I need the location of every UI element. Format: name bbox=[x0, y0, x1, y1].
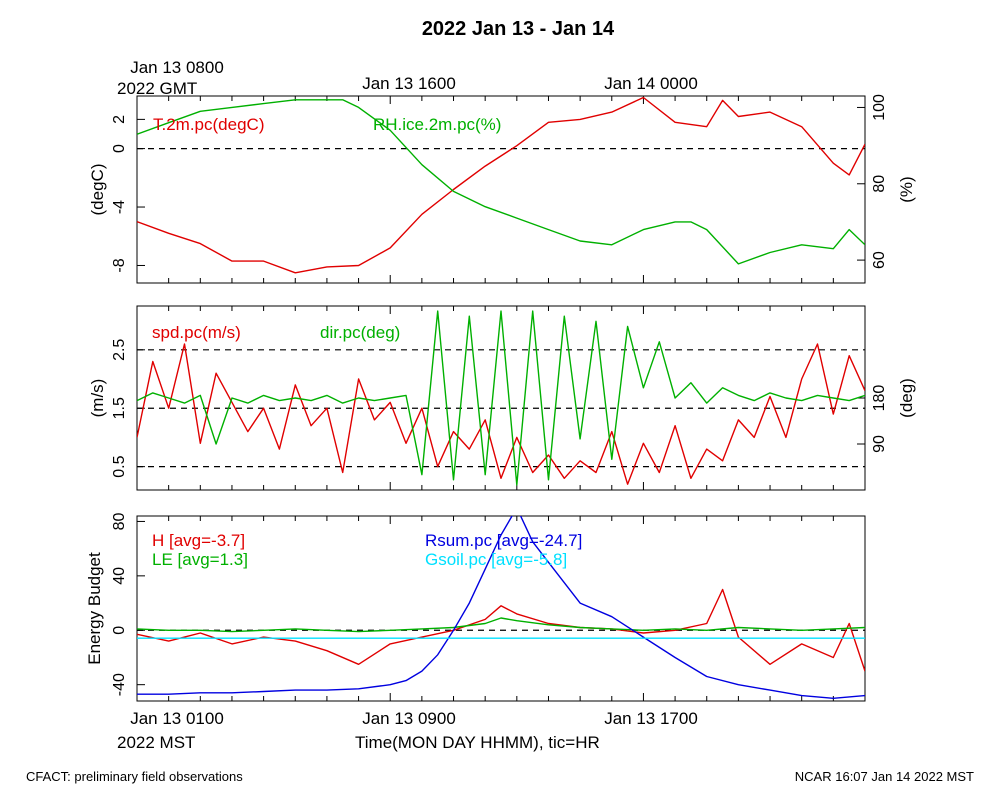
y-tick-label-left: 1.5 bbox=[111, 397, 128, 419]
y-tick-label-left: 0 bbox=[111, 144, 128, 153]
wind-panel: 2.5 1.5 0.5 (m/s) 180 90 (deg) spd.pc(m/s) dir.p… bbox=[88, 305, 916, 491]
legend-dir-pc-deg: dir.pc(deg) bbox=[320, 323, 400, 342]
y-axis-title-right: (%) bbox=[897, 176, 916, 202]
temperature-humidity-panel: 2 0 -4 -8 (degC) 100 80 60 (%) T.2m.pc(degC) RH.ic… bbox=[88, 94, 916, 284]
chart-title: 2022 Jan 13 - Jan 14 bbox=[422, 18, 615, 40]
legend-h-avg-3-7: H [avg=-3.7] bbox=[152, 531, 245, 550]
y-tick-label-left: -8 bbox=[111, 258, 128, 272]
top-axis-label-2: Jan 13 1600 bbox=[362, 74, 456, 93]
series-line-rsum-pc-avg-24-7 bbox=[137, 516, 865, 699]
top-axis-sublabel: 2022 GMT bbox=[117, 79, 197, 98]
series-line-t-2m-pc-degc bbox=[137, 96, 865, 274]
series-line-rh-ice-2m-pc bbox=[137, 99, 865, 265]
y-tick-label-left: -4 bbox=[111, 200, 128, 214]
legend-spd-pc-m-s: spd.pc(m/s) bbox=[152, 323, 241, 342]
y-tick-label-right: 80 bbox=[871, 175, 888, 193]
bottom-axis-sublabel: 2022 MST bbox=[117, 733, 195, 752]
y-tick-label-right: 90 bbox=[871, 435, 888, 453]
y-tick-label-left: 0.5 bbox=[111, 455, 128, 477]
y-tick-label-right: 180 bbox=[871, 385, 888, 412]
bottom-axis-label-2: Jan 13 0900 bbox=[362, 709, 456, 728]
top-axis-label-1: Jan 13 0800 bbox=[130, 58, 224, 77]
y-tick-label-right: 60 bbox=[871, 251, 888, 269]
legend-le-avg-1-3: LE [avg=1.3] bbox=[152, 550, 248, 569]
energy-budget-panel: 80 40 0 -40 Energy Budget H [avg=-3.7]LE [avg… bbox=[85, 512, 866, 702]
y-axis-title-left: (degC) bbox=[88, 164, 107, 216]
footer-right: NCAR 16:07 Jan 14 2022 MST bbox=[795, 769, 974, 784]
y-tick-label-left: 2.5 bbox=[111, 339, 128, 361]
y-tick-label-left: 0 bbox=[111, 626, 128, 635]
bottom-axis-label-3: Jan 13 1700 bbox=[604, 709, 698, 728]
bottom-axis-label-1: Jan 13 0100 bbox=[130, 709, 224, 728]
legend-t-2m-pc-degc: T.2m.pc(degC) bbox=[153, 115, 264, 134]
y-axis-title-right: (deg) bbox=[897, 378, 916, 418]
y-axis-title-left: Energy Budget bbox=[85, 552, 104, 665]
y-tick-label-left: -40 bbox=[111, 673, 128, 696]
plot-frame bbox=[136, 95, 866, 284]
legend-rh-ice-2m-pc: RH.ice.2m.pc(%) bbox=[373, 115, 501, 134]
y-axis-title-left: (m/s) bbox=[88, 379, 107, 418]
plot-frame bbox=[136, 305, 866, 491]
legend-rsum-pc-avg-24-7: Rsum.pc [avg=-24.7] bbox=[425, 531, 582, 550]
x-axis-title: Time(MON DAY HHMM), tic=HR bbox=[355, 733, 600, 752]
y-tick-label-left: 40 bbox=[111, 567, 128, 585]
series-line-le-avg-1-3 bbox=[137, 617, 865, 633]
y-tick-label-left: 80 bbox=[111, 512, 128, 530]
series-line-spd-pc-m-s bbox=[137, 343, 865, 485]
plot-frame bbox=[136, 515, 866, 702]
y-tick-label-left: 2 bbox=[111, 115, 128, 124]
series-line-dir-pc-deg bbox=[137, 310, 865, 486]
legend-gsoil-pc-avg-5-8: Gsoil.pc [avg=-5.8] bbox=[425, 550, 567, 569]
y-tick-label-right: 100 bbox=[871, 94, 888, 121]
footer-left: CFACT: preliminary field observations bbox=[26, 769, 243, 784]
top-axis-label-3: Jan 14 0000 bbox=[604, 74, 698, 93]
